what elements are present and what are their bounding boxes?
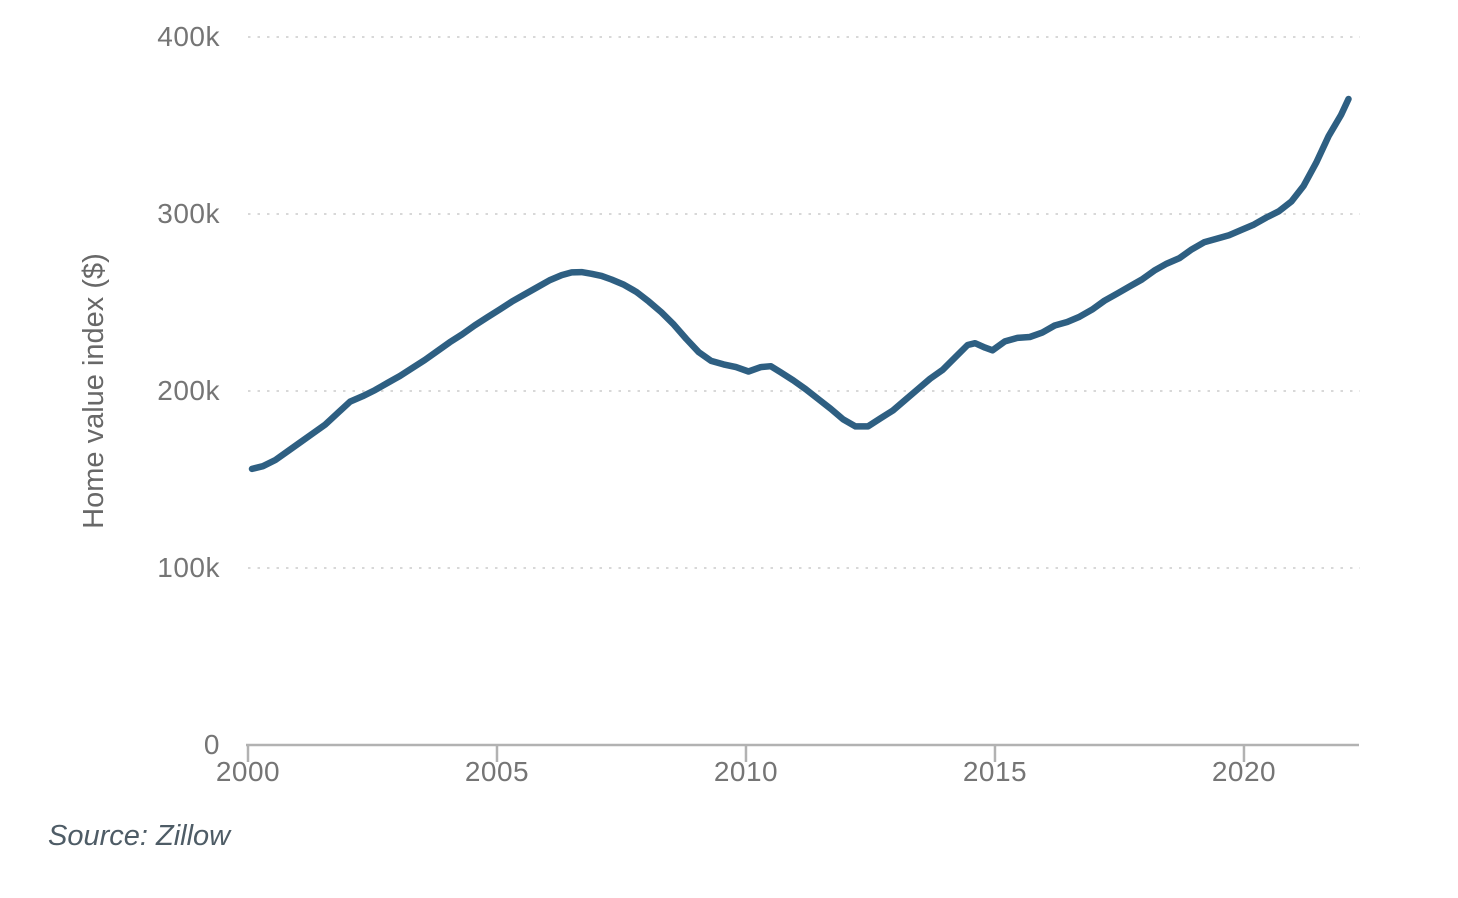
- y-tick-label: 300k: [157, 198, 220, 229]
- y-tick-label: 400k: [157, 21, 220, 52]
- x-tick-label: 2000: [215, 756, 281, 787]
- y-tick-label: 200k: [157, 375, 220, 406]
- value-line: [248, 95, 1352, 473]
- x-tick-label: 2005: [464, 756, 530, 787]
- y-tick-label: 100k: [157, 552, 220, 583]
- x-tick-label: 2015: [962, 756, 1028, 787]
- source-note: Source: Zillow: [48, 820, 231, 852]
- x-tick-label: 2020: [1211, 756, 1277, 787]
- x-tick-label: 2010: [713, 756, 779, 787]
- y-tick-label: 0: [203, 729, 220, 760]
